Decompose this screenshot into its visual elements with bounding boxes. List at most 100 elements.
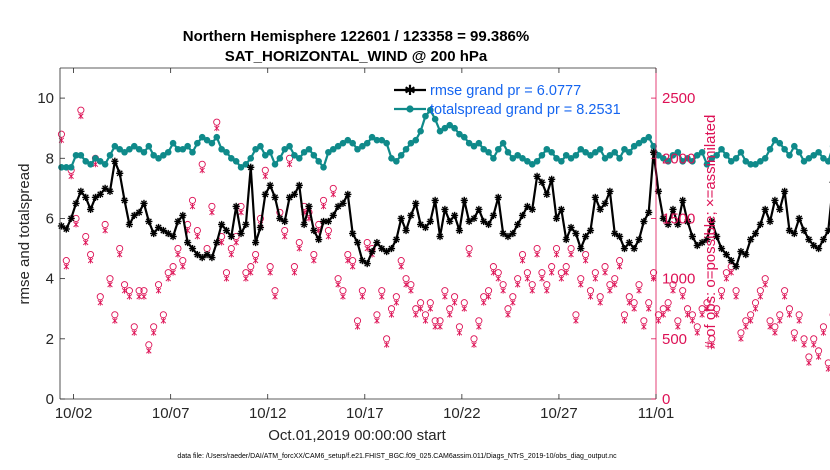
obs-possible-point bbox=[688, 311, 696, 319]
obs-assimilated-point bbox=[471, 341, 477, 348]
obs-assimilated-point bbox=[262, 173, 269, 180]
totalspread-point bbox=[674, 148, 682, 156]
rmse-point bbox=[572, 229, 580, 238]
obs-possible-point bbox=[824, 359, 830, 367]
rmse-point bbox=[276, 214, 284, 223]
obs-assimilated-point bbox=[747, 317, 754, 324]
rmse-point bbox=[659, 214, 667, 223]
obs-assimilated-point bbox=[655, 317, 662, 324]
obs-possible-point bbox=[781, 287, 789, 295]
rmse-point bbox=[125, 220, 134, 229]
obs-possible-point bbox=[664, 299, 672, 307]
totalspread-point bbox=[339, 139, 347, 147]
totalspread-point bbox=[359, 142, 366, 150]
obs-assimilated-point bbox=[87, 257, 94, 264]
totalspread-point bbox=[412, 136, 420, 144]
totalspread-point bbox=[635, 139, 643, 147]
rmse-point bbox=[150, 229, 158, 238]
obs-assimilated-point bbox=[218, 239, 225, 246]
obs-assimilated-point bbox=[141, 293, 147, 300]
obs-assimilated-point bbox=[539, 275, 545, 282]
obs-assimilated-point bbox=[354, 323, 361, 330]
rmse-point bbox=[213, 238, 221, 247]
obs-assimilated-point bbox=[646, 305, 652, 312]
rmse-point bbox=[91, 193, 100, 201]
obs-assimilated-point bbox=[320, 203, 327, 210]
obs-assimilated-point bbox=[466, 251, 472, 258]
rmse-point bbox=[795, 214, 803, 223]
rmse-point bbox=[305, 202, 313, 211]
rmse-point bbox=[67, 214, 75, 223]
obs-assimilated-point bbox=[442, 293, 448, 300]
totalspread-point bbox=[664, 157, 672, 165]
totalspread-point bbox=[111, 142, 119, 150]
rmse-point bbox=[781, 187, 789, 195]
obs-assimilated-point bbox=[364, 245, 370, 252]
rmse-point bbox=[363, 259, 371, 268]
totalspread-point bbox=[101, 160, 109, 168]
totalspread-point bbox=[460, 133, 468, 141]
totalspread-point bbox=[693, 151, 701, 159]
rmse-point bbox=[562, 235, 570, 244]
totalspread-point bbox=[572, 151, 580, 159]
rmse-point bbox=[227, 232, 235, 241]
rmse-point bbox=[329, 211, 337, 220]
totalspread-point bbox=[67, 164, 75, 171]
obs-assimilated-point bbox=[267, 269, 273, 276]
obs-assimilated-point bbox=[340, 293, 346, 300]
obs-assimilated-point bbox=[723, 275, 730, 282]
obs-assimilated-point bbox=[553, 251, 560, 258]
obs-possible-point bbox=[717, 287, 726, 295]
totalspread-point bbox=[155, 154, 162, 162]
totalspread-point bbox=[145, 142, 153, 150]
totalspread-point bbox=[431, 115, 439, 123]
y-axis-right: 0 500 1000 1500 2000 2500 bbox=[651, 90, 695, 408]
totalspread-point bbox=[310, 151, 318, 159]
totalspread-point bbox=[354, 145, 361, 153]
rmse-point bbox=[237, 229, 245, 238]
obs-assimilated-point bbox=[675, 323, 681, 330]
obs-assimilated-point bbox=[447, 311, 453, 318]
rmse-point bbox=[523, 202, 531, 211]
rmse-point bbox=[630, 244, 638, 253]
rmse-point bbox=[397, 214, 405, 223]
obs-assimilated-point bbox=[417, 305, 424, 312]
obs-assimilated-point bbox=[558, 275, 565, 282]
rmse-point bbox=[591, 193, 599, 201]
rmse-point bbox=[819, 235, 828, 244]
obs-possible-point bbox=[737, 329, 745, 337]
totalspread-point bbox=[485, 148, 492, 156]
obs-assimilated-point bbox=[514, 281, 521, 288]
obs-possible-point bbox=[800, 335, 808, 343]
totalspread-point bbox=[82, 157, 90, 165]
obs-assimilated-point bbox=[112, 317, 118, 324]
totalspread-point bbox=[237, 164, 245, 171]
obs-assimilated-point bbox=[733, 293, 739, 300]
rmse-point bbox=[256, 223, 265, 232]
rmse-point bbox=[737, 247, 745, 256]
rmse-point bbox=[392, 235, 400, 244]
obs-assimilated-point bbox=[636, 287, 642, 294]
rmse-point bbox=[518, 211, 527, 220]
totalspread-point bbox=[276, 154, 284, 162]
obs-assimilated-point bbox=[718, 293, 725, 300]
obs-assimilated-point bbox=[626, 299, 633, 306]
totalspread-point bbox=[378, 136, 386, 144]
obs-assimilated-point bbox=[252, 257, 259, 264]
obs-assimilated-point bbox=[97, 299, 104, 306]
obs-assimilated-point bbox=[107, 281, 113, 288]
obs-assimilated-point bbox=[796, 317, 802, 324]
rmse-point bbox=[198, 253, 206, 262]
y-left-tick-label: 8 bbox=[46, 150, 54, 167]
rmse-point bbox=[514, 220, 522, 229]
obs-assimilated-point bbox=[524, 275, 531, 282]
totalspread-point bbox=[616, 154, 623, 162]
totalspread-point bbox=[397, 151, 405, 159]
y-left-tick-label: 6 bbox=[46, 210, 54, 227]
rmse-point bbox=[790, 229, 798, 238]
totalspread-point bbox=[480, 145, 488, 153]
obs-possible-point bbox=[732, 287, 740, 295]
totalspread-point bbox=[349, 139, 356, 147]
legend-spread-label: totalspread grand pr = 8.2531 bbox=[430, 102, 621, 118]
rmse-point bbox=[251, 238, 260, 247]
